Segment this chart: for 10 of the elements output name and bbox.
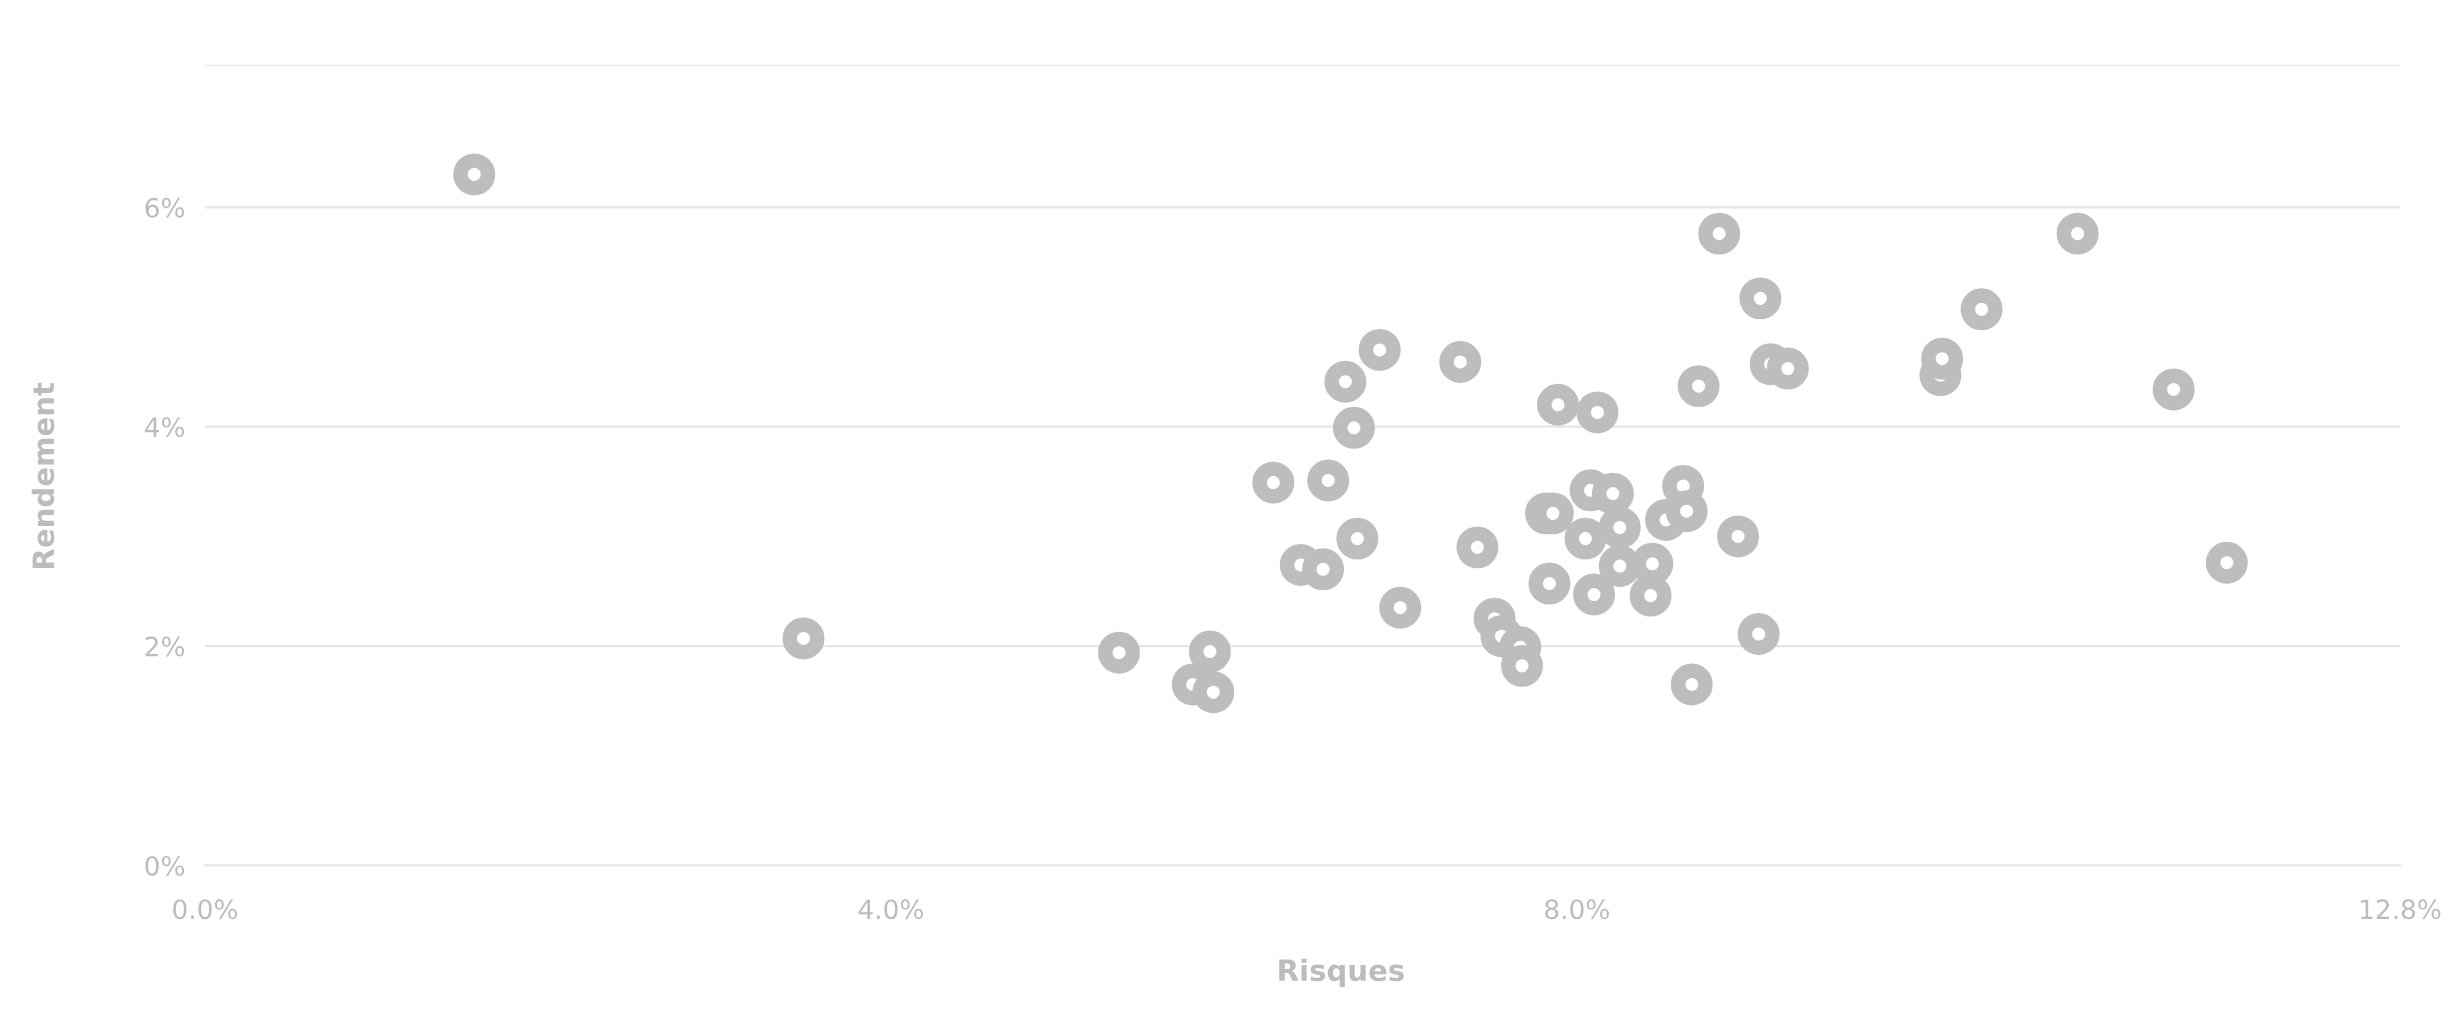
x-axis-title: Risques <box>1279 958 1404 987</box>
x-tick-label: 0.0% <box>173 899 238 920</box>
y-axis-title: Rendement <box>31 382 55 568</box>
x-tick-label: 8.0% <box>1545 899 1609 920</box>
x-tick-label: 12.8% <box>2360 899 2441 920</box>
y-tick-label: 6% <box>145 197 185 218</box>
y-tick-label: 4% <box>144 417 185 438</box>
y-tick-label: 2% <box>145 636 185 657</box>
y-tick-label: 0% <box>145 855 185 876</box>
x-tick-label: 4.0% <box>858 899 923 920</box>
